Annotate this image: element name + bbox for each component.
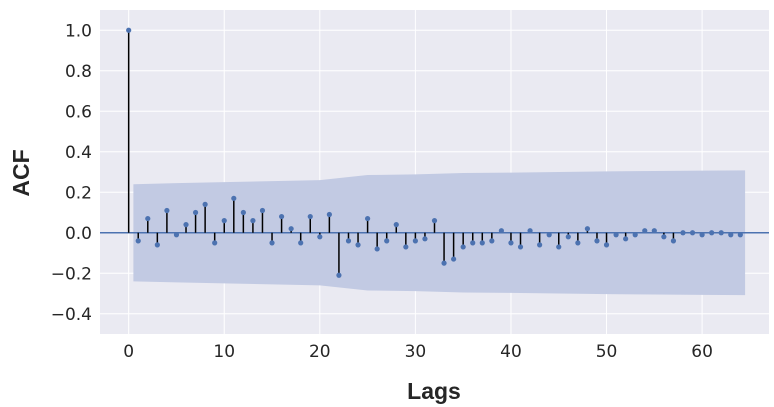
marker-lag-46 (565, 234, 571, 240)
marker-lag-1 (135, 238, 141, 244)
marker-lag-38 (489, 238, 495, 244)
marker-lag-16 (278, 213, 285, 220)
marker-lag-31 (422, 236, 428, 242)
y-tick-label: −0.2 (51, 264, 92, 284)
marker-lag-58 (680, 230, 686, 236)
marker-lag-60 (699, 232, 705, 238)
marker-lag-55 (651, 228, 657, 234)
x-axis-label: Lags (407, 378, 461, 404)
x-tick-label: 0 (123, 342, 134, 362)
marker-lag-6 (183, 222, 189, 228)
marker-lag-45 (556, 244, 562, 250)
marker-lag-40 (508, 240, 514, 246)
marker-lag-19 (307, 213, 313, 220)
marker-lag-26 (374, 246, 380, 252)
marker-lag-39 (498, 228, 504, 234)
x-tick-label: 40 (500, 342, 522, 362)
marker-lag-10 (221, 218, 227, 224)
marker-lag-64 (737, 232, 743, 238)
x-tick-label: 30 (405, 342, 427, 362)
marker-lag-24 (355, 242, 361, 248)
marker-lag-17 (288, 226, 294, 232)
marker-lag-27 (384, 238, 390, 244)
marker-lag-18 (298, 240, 304, 246)
marker-lag-37 (479, 240, 485, 246)
marker-lag-14 (259, 207, 266, 214)
marker-lag-44 (546, 232, 552, 238)
marker-lag-56 (661, 234, 667, 240)
marker-lag-63 (728, 232, 734, 238)
marker-lag-29 (403, 244, 409, 250)
marker-lag-0 (126, 27, 132, 33)
marker-lag-30 (412, 238, 418, 244)
x-tick-label: 60 (691, 342, 713, 362)
marker-lag-3 (154, 242, 160, 248)
x-tick-label: 10 (213, 342, 235, 362)
y-tick-label: 0.8 (65, 62, 92, 82)
y-tick-label: 0.2 (65, 183, 92, 203)
marker-lag-53 (632, 232, 638, 238)
markers (126, 27, 743, 278)
y-tick-label: 0.0 (65, 224, 92, 244)
marker-lag-34 (451, 256, 457, 262)
marker-lag-33 (441, 260, 447, 266)
marker-lag-36 (470, 240, 476, 246)
x-tick-labels: 0 10 20 30 40 50 60 (123, 342, 713, 362)
marker-lag-35 (460, 244, 466, 250)
marker-lag-15 (269, 240, 275, 246)
marker-lag-25 (365, 215, 371, 222)
y-tick-labels: −0.4 −0.2 0.0 0.2 0.4 0.6 0.8 1.0 (51, 21, 92, 325)
marker-lag-12 (240, 209, 246, 216)
y-axis-label: ACF (8, 149, 34, 196)
marker-lag-52 (623, 236, 629, 242)
y-tick-label: 1.0 (65, 21, 92, 41)
marker-lag-47 (575, 240, 581, 246)
marker-lag-61 (709, 230, 715, 236)
marker-lag-28 (393, 222, 399, 228)
marker-lag-7 (192, 209, 199, 216)
marker-lag-42 (527, 228, 533, 234)
marker-lag-21 (326, 211, 332, 218)
marker-lag-54 (642, 228, 648, 234)
y-tick-label: 0.6 (65, 102, 92, 122)
marker-lag-11 (231, 195, 237, 201)
marker-lag-49 (594, 238, 600, 244)
marker-lag-41 (517, 244, 524, 250)
marker-lag-23 (345, 238, 352, 244)
marker-lag-59 (689, 230, 696, 236)
marker-lag-2 (145, 215, 151, 222)
marker-lag-48 (584, 226, 591, 232)
marker-lag-4 (164, 207, 170, 214)
marker-lag-50 (603, 242, 610, 248)
marker-lag-20 (317, 234, 323, 240)
y-tick-label: −0.4 (51, 305, 92, 325)
marker-lag-57 (670, 238, 677, 244)
x-tick-label: 20 (309, 342, 331, 362)
marker-lag-51 (613, 232, 619, 238)
x-tick-label: 50 (596, 342, 618, 362)
marker-lag-5 (173, 232, 180, 238)
marker-lag-32 (431, 218, 438, 224)
marker-lag-62 (718, 230, 724, 236)
marker-lag-8 (202, 201, 208, 207)
y-tick-label: 0.4 (65, 143, 92, 163)
marker-lag-9 (212, 240, 218, 246)
marker-lag-13 (250, 218, 256, 224)
marker-lag-43 (537, 242, 543, 248)
marker-lag-22 (336, 272, 342, 278)
